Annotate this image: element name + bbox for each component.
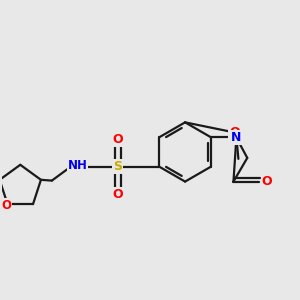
Text: S: S	[113, 160, 122, 173]
Text: O: O	[229, 126, 240, 139]
Text: NH: NH	[68, 159, 88, 172]
Text: N: N	[231, 131, 242, 144]
Text: O: O	[113, 133, 123, 146]
Text: O: O	[2, 199, 11, 212]
Text: O: O	[113, 188, 123, 201]
Text: O: O	[262, 175, 272, 188]
